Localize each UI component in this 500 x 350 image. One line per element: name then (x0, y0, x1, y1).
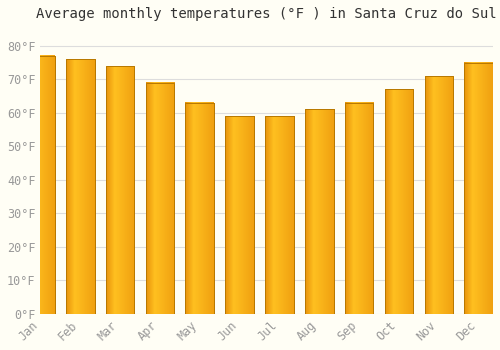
Bar (345, 103, 374, 314)
Bar (225, 116, 254, 314)
Title: Average monthly temperatures (°F ) in Santa Cruz do Sul: Average monthly temperatures (°F ) in Sa… (36, 7, 497, 21)
Bar (305, 110, 334, 314)
Bar (464, 63, 493, 314)
Bar (106, 66, 134, 314)
Bar (146, 83, 174, 314)
Bar (305, 110, 334, 314)
Bar (265, 116, 294, 314)
Bar (424, 76, 453, 314)
Bar (186, 103, 214, 314)
Bar (464, 63, 493, 314)
Bar (106, 66, 134, 314)
Bar (26, 56, 54, 314)
Bar (424, 76, 453, 314)
Bar (384, 89, 414, 314)
Bar (384, 89, 414, 314)
Bar (26, 56, 54, 314)
Bar (345, 103, 374, 314)
Bar (146, 83, 174, 314)
Bar (66, 59, 94, 314)
Bar (265, 116, 294, 314)
Bar (66, 59, 94, 314)
Bar (186, 103, 214, 314)
Bar (225, 116, 254, 314)
